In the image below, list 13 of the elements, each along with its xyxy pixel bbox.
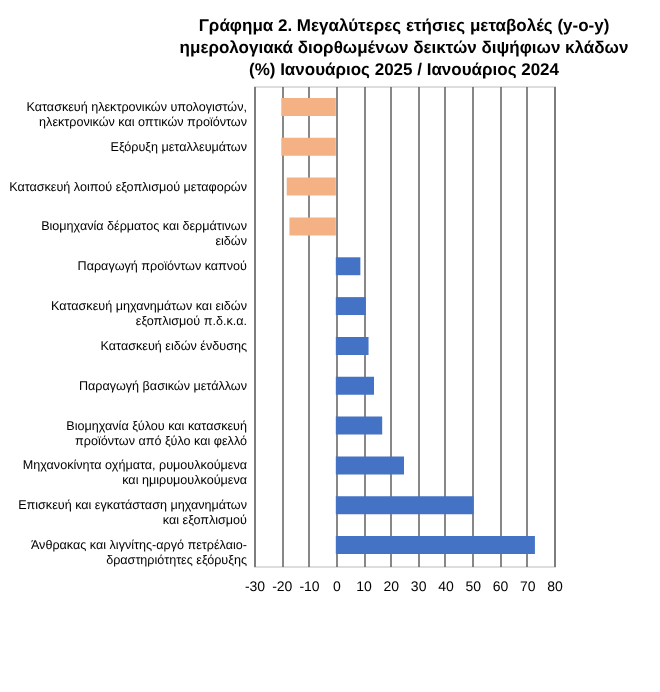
bar	[335, 257, 361, 276]
bar	[335, 416, 383, 435]
bar	[335, 297, 366, 316]
bar	[289, 217, 336, 236]
bar	[335, 456, 404, 475]
bar	[335, 496, 474, 515]
chart-title: Γράφημα 2. Μεγαλύτερες ετήσιες μεταβολές (y-o-y) ημερολογιακά διορθωμένων δεικτών διψήφιων κλάδων (%) Ιανουάριος 2025 / Ιανουάριος 2024	[179, 15, 629, 79]
bar	[286, 177, 336, 196]
bar	[281, 97, 336, 116]
bar	[335, 336, 369, 355]
bar	[335, 376, 374, 395]
bar	[281, 137, 336, 156]
bar	[335, 536, 535, 555]
